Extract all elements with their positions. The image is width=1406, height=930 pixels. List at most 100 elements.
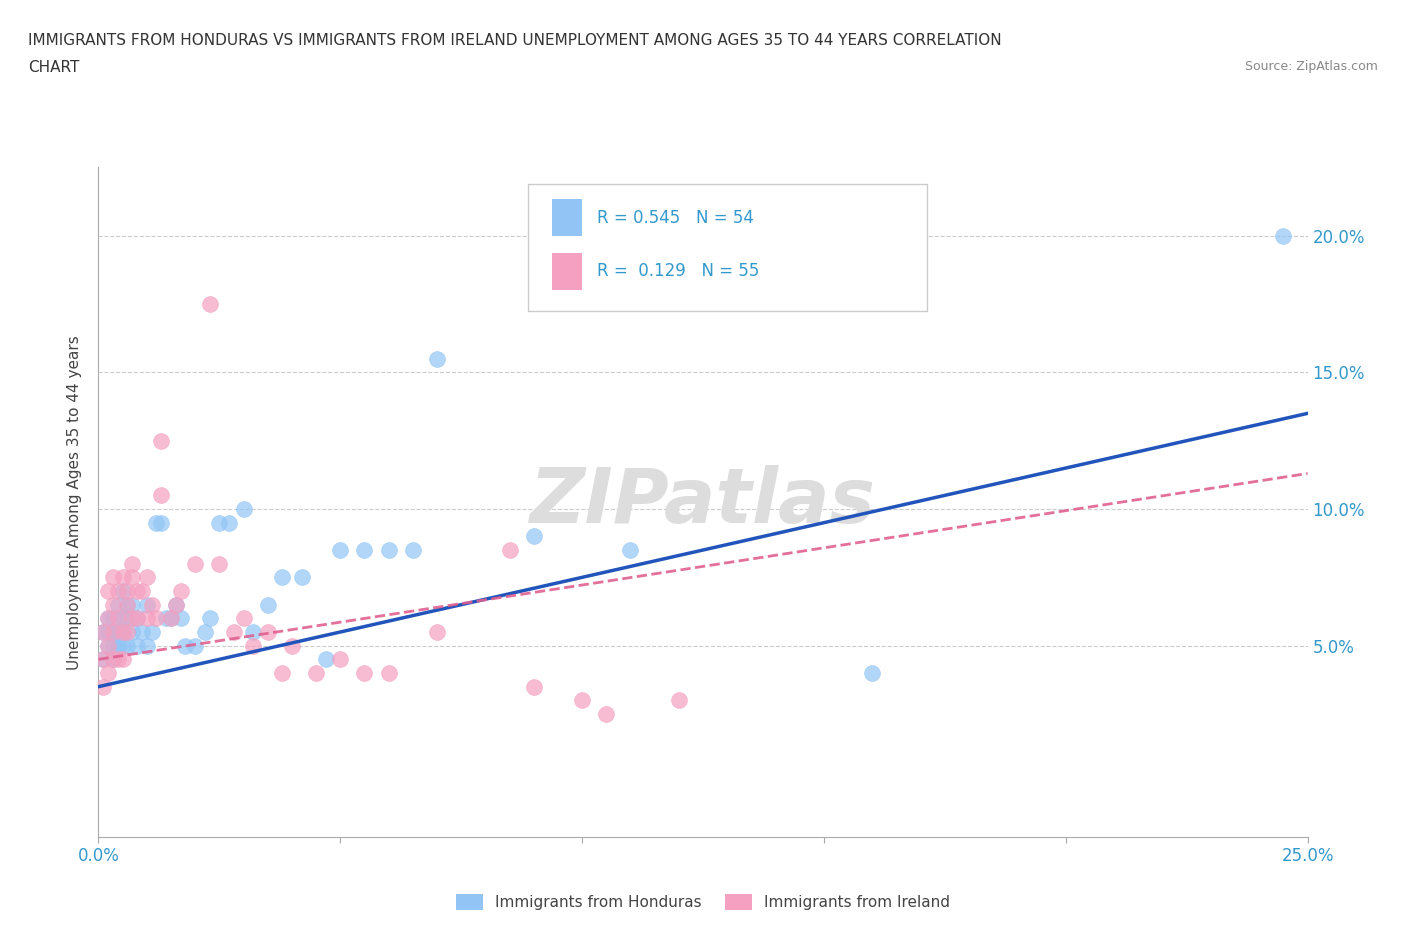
Point: [97, 638, 120, 653]
Point: [111, 584, 134, 599]
Point: [169, 611, 191, 626]
Point: [111, 611, 134, 626]
Y-axis label: Unemployment Among Ages 35 to 44 years: Unemployment Among Ages 35 to 44 years: [67, 335, 83, 670]
Bar: [553, 199, 582, 236]
Point: [377, 666, 399, 681]
Point: [169, 584, 191, 599]
Point: [222, 625, 245, 640]
Point: [107, 625, 129, 640]
Point: [184, 556, 207, 571]
Point: [208, 556, 231, 571]
Point: [498, 542, 520, 557]
Point: [329, 652, 352, 667]
Point: [523, 529, 546, 544]
Point: [377, 542, 399, 557]
Point: [91, 625, 114, 640]
Point: [117, 597, 139, 612]
Point: [117, 611, 139, 626]
Point: [111, 570, 134, 585]
Point: [256, 597, 278, 612]
Point: [353, 666, 375, 681]
Point: [101, 652, 124, 667]
Point: [101, 638, 124, 653]
Point: [107, 652, 129, 667]
Point: [127, 611, 149, 626]
Point: [131, 625, 153, 640]
Point: [101, 652, 124, 667]
Point: [290, 570, 312, 585]
Point: [198, 297, 221, 312]
Point: [121, 611, 143, 626]
Point: [131, 584, 153, 599]
Point: [111, 625, 134, 640]
Point: [305, 666, 328, 681]
Point: [353, 542, 375, 557]
Point: [141, 625, 163, 640]
Point: [194, 625, 217, 640]
Point: [135, 597, 157, 612]
Point: [91, 625, 114, 640]
Point: [218, 515, 240, 530]
Point: [165, 597, 187, 612]
Point: [160, 611, 183, 626]
Point: [426, 625, 449, 640]
Point: [150, 515, 173, 530]
Point: [107, 584, 129, 599]
Point: [117, 584, 139, 599]
Point: [111, 638, 134, 653]
Point: [97, 666, 120, 681]
Point: [101, 625, 124, 640]
Point: [150, 433, 173, 448]
Point: [121, 625, 143, 640]
Point: [160, 611, 183, 626]
Text: ZIPatlas: ZIPatlas: [530, 465, 876, 539]
Point: [91, 679, 114, 694]
Point: [145, 611, 167, 626]
Point: [668, 693, 690, 708]
Point: [121, 597, 143, 612]
Point: [426, 352, 449, 366]
Point: [232, 611, 254, 626]
Point: [101, 597, 124, 612]
Point: [595, 707, 617, 722]
Point: [111, 652, 134, 667]
Point: [740, 270, 762, 285]
Point: [232, 501, 254, 516]
Point: [860, 666, 883, 681]
Point: [174, 638, 197, 653]
Point: [97, 584, 120, 599]
Point: [107, 597, 129, 612]
Point: [101, 625, 124, 640]
Point: [571, 693, 593, 708]
Point: [619, 542, 641, 557]
Point: [97, 638, 120, 653]
Point: [91, 652, 114, 667]
Point: [271, 666, 294, 681]
Point: [135, 611, 157, 626]
Point: [150, 488, 173, 503]
Point: [145, 515, 167, 530]
Point: [208, 515, 231, 530]
Point: [127, 611, 149, 626]
Text: R =  0.129   N = 55: R = 0.129 N = 55: [596, 262, 759, 280]
FancyBboxPatch shape: [527, 184, 927, 312]
Point: [107, 611, 129, 626]
Point: [117, 597, 139, 612]
Point: [165, 597, 187, 612]
Point: [271, 570, 294, 585]
Point: [101, 570, 124, 585]
Text: R = 0.545   N = 54: R = 0.545 N = 54: [596, 208, 754, 227]
Point: [242, 625, 264, 640]
Point: [117, 625, 139, 640]
Point: [127, 584, 149, 599]
Point: [281, 638, 304, 653]
Point: [97, 625, 120, 640]
Point: [315, 652, 337, 667]
Point: [135, 570, 157, 585]
Point: [329, 542, 352, 557]
Bar: [553, 253, 582, 289]
Point: [121, 556, 143, 571]
Point: [127, 638, 149, 653]
Point: [184, 638, 207, 653]
Point: [97, 611, 120, 626]
